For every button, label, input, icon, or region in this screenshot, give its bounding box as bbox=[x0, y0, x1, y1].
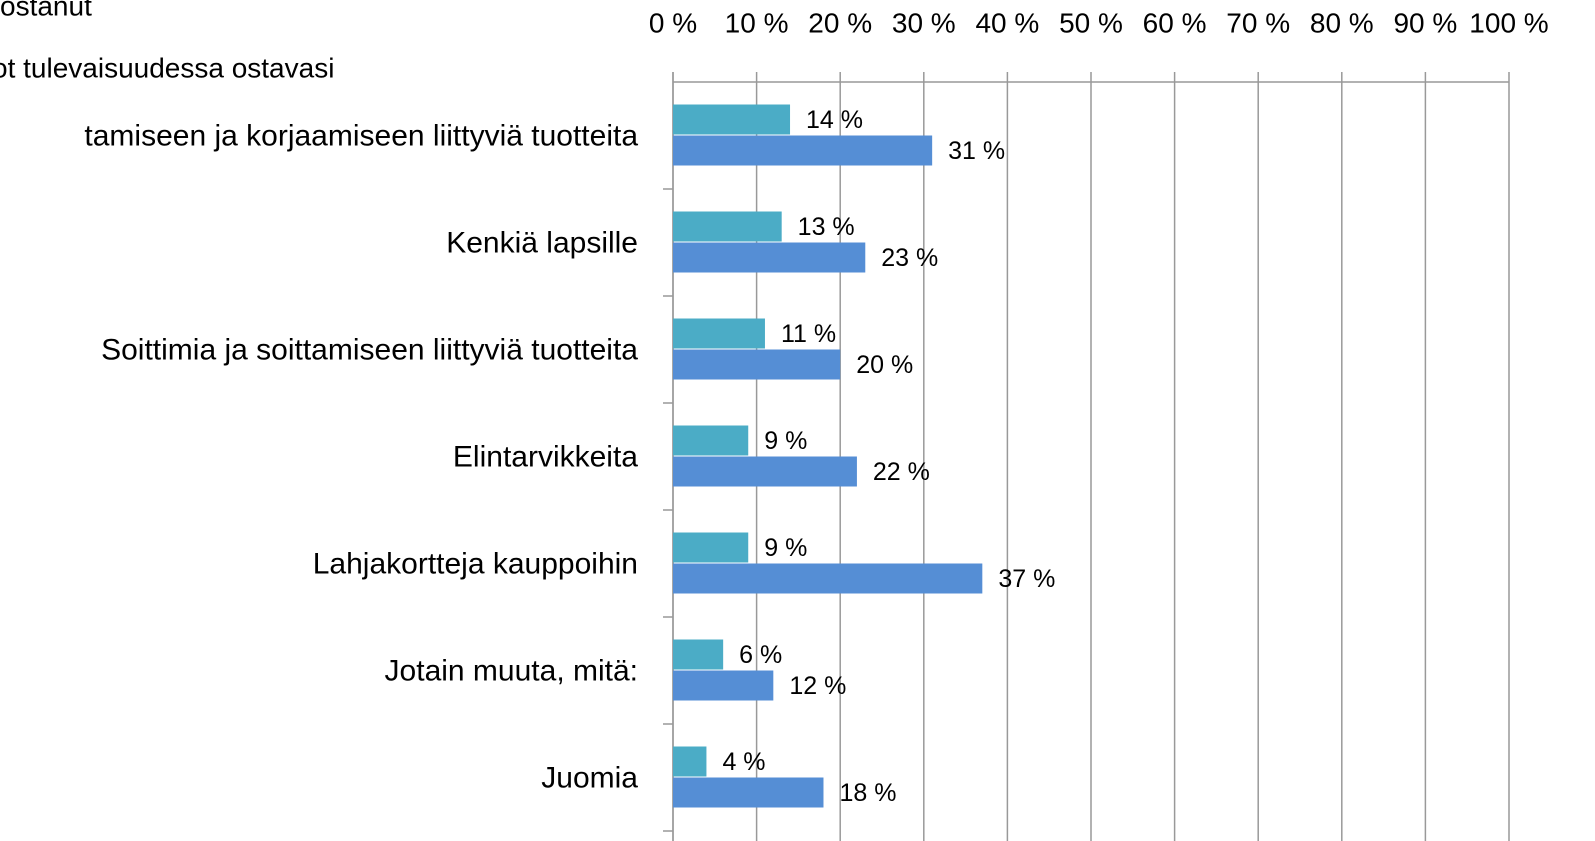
x-tick-label: 60 % bbox=[1143, 7, 1207, 38]
data-label: 9 % bbox=[764, 427, 807, 455]
data-label: 31 % bbox=[948, 137, 1005, 165]
x-tick-label: 70 % bbox=[1226, 7, 1290, 38]
data-label: 6 % bbox=[739, 641, 782, 669]
data-label: 13 % bbox=[798, 213, 855, 241]
bar bbox=[673, 746, 707, 777]
bar bbox=[673, 104, 791, 135]
y-tick-label: tamiseen ja korjaamiseen liittyviä tuott… bbox=[84, 119, 638, 152]
bar bbox=[673, 563, 983, 594]
x-tick-label: 80 % bbox=[1310, 7, 1374, 38]
y-tick-label: Jotain muuta, mitä: bbox=[385, 654, 638, 687]
x-tick-label: 90 % bbox=[1393, 7, 1457, 38]
bar bbox=[673, 456, 857, 487]
data-label: 23 % bbox=[881, 244, 938, 272]
x-tick-label: 0 % bbox=[649, 7, 697, 38]
bar bbox=[673, 135, 933, 166]
y-tick-label: Elintarvikkeita bbox=[453, 440, 638, 473]
bar bbox=[673, 242, 866, 273]
data-label: 9 % bbox=[764, 534, 807, 562]
x-tick-label: 40 % bbox=[975, 7, 1039, 38]
y-tick-label: Kenkiä lapsille bbox=[446, 226, 638, 259]
bar bbox=[673, 349, 841, 380]
bar bbox=[673, 211, 782, 242]
legend-label: ot tulevaisuudessa ostavasi bbox=[0, 52, 334, 83]
legend-label: ostanut bbox=[0, 0, 92, 21]
x-tick-label: 50 % bbox=[1059, 7, 1123, 38]
data-label: 20 % bbox=[856, 351, 913, 379]
y-tick-label: Soittimia ja soittamiseen liittyviä tuot… bbox=[101, 333, 638, 366]
data-label: 11 % bbox=[781, 320, 836, 348]
bar bbox=[673, 777, 824, 808]
x-tick-label: 20 % bbox=[808, 7, 872, 38]
data-label: 12 % bbox=[789, 672, 846, 700]
y-tick-label: Juomia bbox=[541, 761, 638, 794]
y-tick-label: Lahjakortteja kauppoihin bbox=[313, 547, 638, 580]
x-tick-label: 30 % bbox=[892, 7, 956, 38]
data-label: 14 % bbox=[806, 106, 863, 134]
bar bbox=[673, 532, 749, 563]
data-label: 22 % bbox=[873, 458, 930, 486]
x-tick-label: 100 % bbox=[1469, 7, 1548, 38]
bar bbox=[673, 425, 749, 456]
bar bbox=[673, 670, 774, 701]
bar bbox=[673, 639, 724, 670]
x-tick-label: 10 % bbox=[725, 7, 789, 38]
data-label: 37 % bbox=[998, 565, 1055, 593]
bar bbox=[673, 318, 765, 349]
data-label: 18 % bbox=[839, 779, 896, 807]
data-label: 4 % bbox=[722, 748, 765, 776]
